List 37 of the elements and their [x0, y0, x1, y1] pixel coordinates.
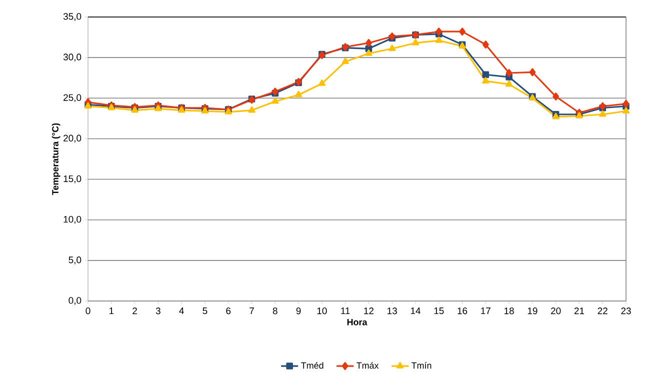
x-tick-label: 20 — [551, 308, 561, 314]
x-tick-label: 12 — [364, 308, 374, 314]
legend-label: Tmín — [412, 362, 432, 369]
x-tick-label: 13 — [388, 308, 397, 314]
y-tick-label: 20,0 — [64, 134, 82, 143]
x-tick-label: 14 — [410, 308, 420, 314]
legend-label: Tmáx — [356, 362, 379, 369]
y-tick-label: 30,0 — [63, 54, 82, 62]
x-tick-label: 8 — [272, 308, 278, 314]
x-tick-label: 17 — [481, 308, 490, 314]
x-tick-label: 10 — [317, 308, 327, 314]
x-tick-label: 7 — [250, 308, 254, 314]
x-tick-label: 15 — [434, 308, 444, 314]
y-axis-title: Temperatura (°C) — [52, 123, 60, 195]
x-axis-title: Hora — [347, 319, 368, 326]
x-tick-label: 11 — [341, 308, 350, 314]
x-tick-label: 1 — [109, 308, 114, 314]
x-tick-label: 23 — [621, 308, 631, 314]
legend-label: Tméd — [301, 362, 324, 369]
x-tick-label: 18 — [504, 308, 514, 314]
y-tick-label: 0,0 — [68, 297, 82, 305]
y-tick-label: 10,0 — [64, 216, 82, 224]
y-tick-label: 25,0 — [64, 94, 82, 102]
x-tick-label: 0 — [86, 308, 90, 314]
x-tick-label: 22 — [598, 308, 608, 314]
x-tick-label: 19 — [528, 308, 538, 314]
x-tick-label: 2 — [132, 308, 137, 314]
y-tick-label: 15,0 — [64, 175, 82, 184]
x-tick-label: 16 — [458, 308, 468, 314]
x-tick-label: 3 — [156, 308, 160, 314]
x-tick-label: 21 — [574, 308, 584, 314]
y-tick-label: 5,0 — [68, 256, 82, 264]
x-tick-label: 6 — [226, 308, 231, 314]
x-tick-label: 5 — [202, 308, 208, 314]
x-tick-label: 4 — [179, 308, 184, 314]
y-tick-label: 35,0 — [63, 13, 82, 21]
x-tick-label: 9 — [296, 308, 301, 314]
